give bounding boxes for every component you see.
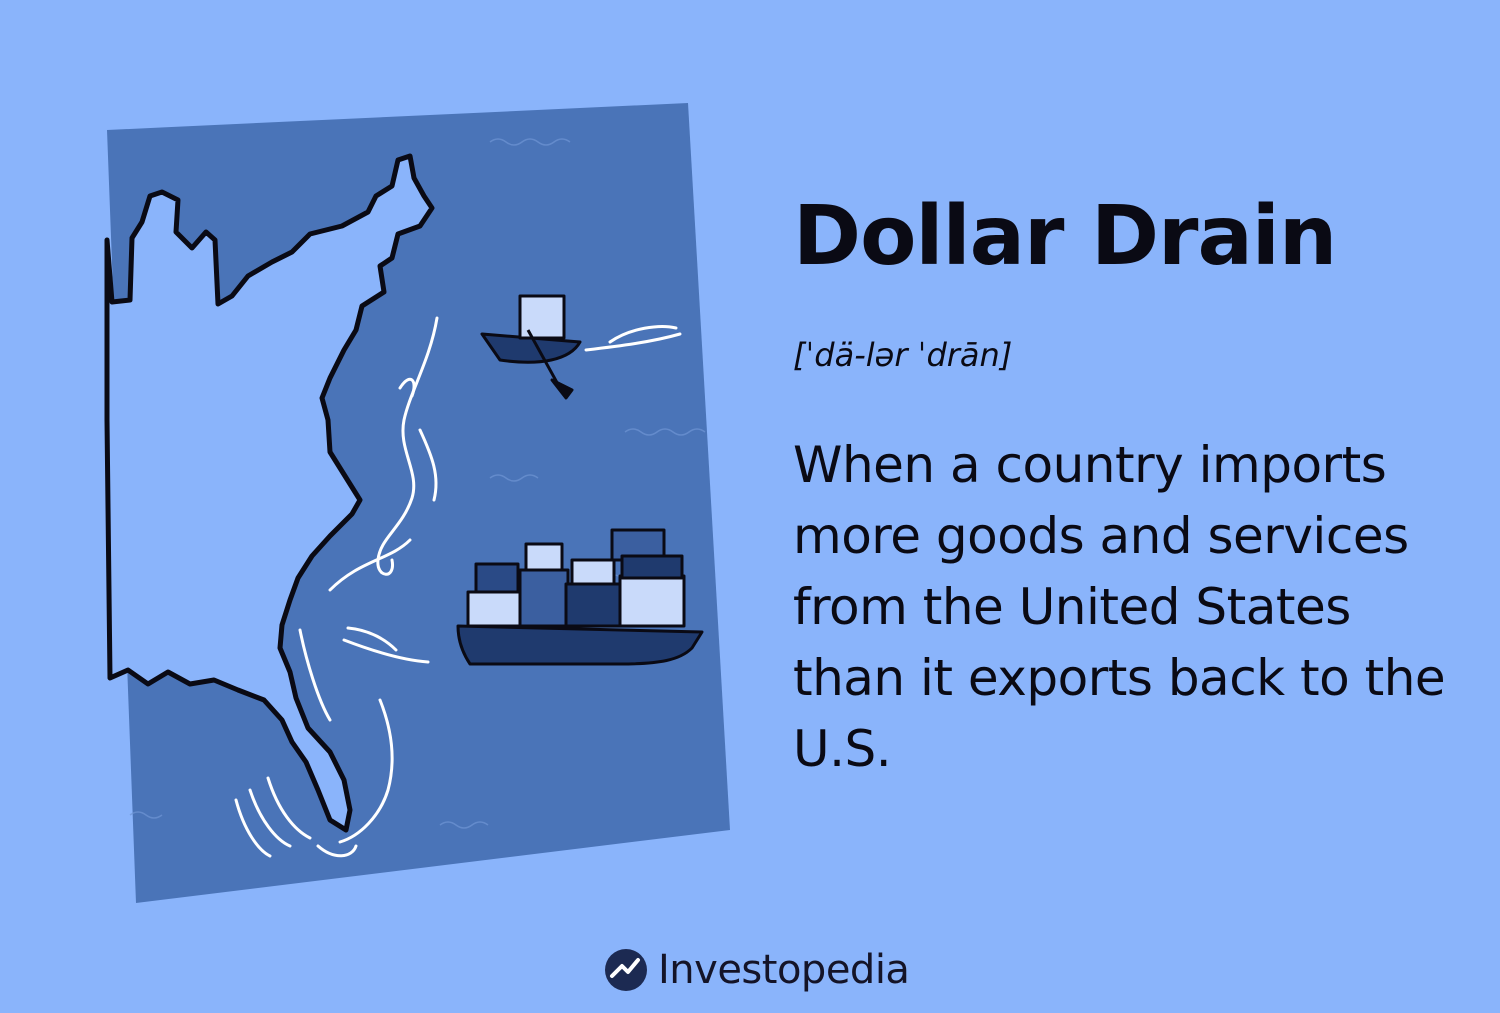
map-illustration: [104, 103, 730, 903]
brand-name: Investopedia: [658, 947, 910, 993]
definition-card: Dollar Drain [ˈdä-lər ˈdrān] When a coun…: [793, 189, 1453, 785]
brand-logo: Investopedia: [604, 944, 910, 996]
pronunciation: [ˈdä-lər ˈdrān]: [793, 336, 1013, 375]
term-title: Dollar Drain: [793, 189, 1337, 284]
east-coast-land: [104, 153, 435, 833]
small-boat: [480, 294, 582, 400]
cargo-ship: [456, 528, 704, 666]
investopedia-logo-icon: [605, 949, 647, 991]
definition-text: When a country imports more goods and se…: [793, 436, 1446, 779]
